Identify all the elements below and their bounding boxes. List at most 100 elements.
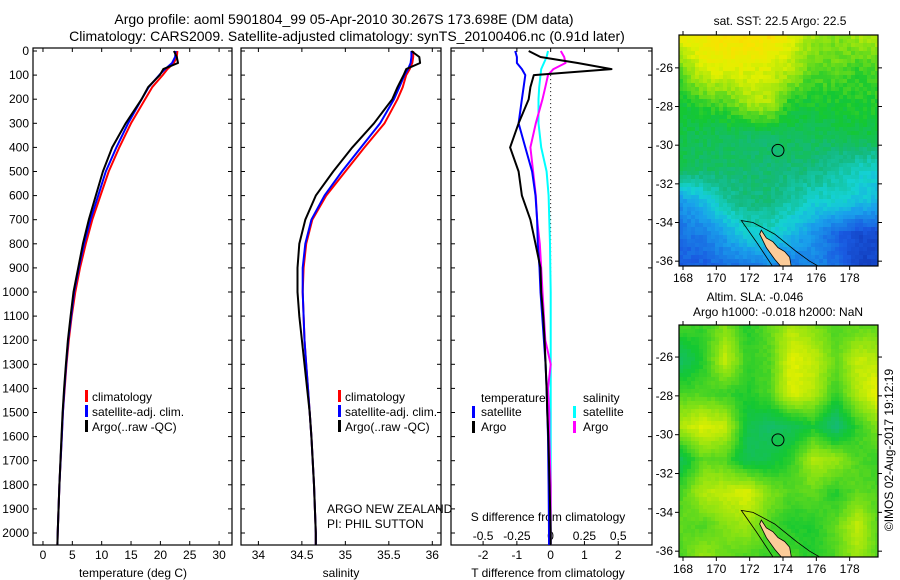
lat-tick-label: -36	[656, 254, 674, 268]
temperature-axes-frame	[32, 47, 233, 546]
y-tick-label: 600	[9, 189, 29, 203]
legend-marker-satellite	[338, 405, 341, 417]
legend-marker-satellite	[85, 405, 88, 417]
land-layer	[740, 509, 821, 557]
lon-tick-label: 172	[740, 271, 760, 285]
y-tick-label: 1700	[2, 454, 29, 468]
lat-tick-label: -30	[656, 138, 674, 152]
lon-tick-label: 172	[740, 562, 760, 576]
sst_map-overlay: 168 170 172 174 176 178 -26 -28 -30 -32 -34 -36	[656, 31, 882, 285]
y-tick-label: 100	[9, 68, 29, 82]
y-tick-label: 700	[9, 213, 29, 227]
x-tick-label: 20	[154, 548, 168, 562]
bathymetry-contour	[740, 220, 819, 266]
legend-label: satellite	[583, 405, 624, 419]
salinity-legend: climatology satellite-adj. clim. Argo(..…	[338, 390, 437, 434]
s-tick-label: -0.25	[503, 529, 531, 543]
y-tick-label: 1800	[2, 478, 29, 492]
argo-position-marker	[771, 433, 785, 447]
sst_map-frame	[678, 34, 879, 267]
y-tick-label: 500	[9, 165, 29, 179]
legend-marker-climatology	[338, 390, 341, 402]
lat-tick-label: -28	[656, 389, 674, 403]
legend-marker-t-satellite	[472, 406, 475, 418]
y-tick-label: 0	[22, 44, 29, 58]
sla-map-subtitle: Argo h1000: -0.018 h2000: NaN	[693, 305, 863, 319]
x-tick-label: 10	[95, 548, 109, 562]
x-tick-label: 35	[339, 548, 353, 562]
lon-tick-label: 170	[706, 562, 726, 576]
x-tick-label: 15	[124, 548, 138, 562]
x-tick-label: 34	[252, 548, 266, 562]
x-tick-label: 1	[581, 548, 588, 562]
project-annotation: ARGO NEW ZEALAND	[327, 502, 453, 516]
x-tick-label: 0	[40, 548, 47, 562]
lon-tick-label: 168	[673, 271, 693, 285]
y-tick-label: 1200	[2, 333, 29, 347]
sla_map-frame	[678, 324, 879, 558]
legend-label: satellite-adj. clim.	[92, 405, 184, 419]
sla-map-title: Altim. SLA: -0.046	[707, 290, 804, 304]
legend-marker-argo	[85, 420, 88, 432]
s-tick-label: 0.5	[610, 529, 627, 543]
salinity-series-argo-raw-qc-	[296, 50, 422, 545]
salinity-series-climatology	[301, 51, 415, 545]
y-tick-label: 800	[9, 237, 29, 251]
legend-label: satellite	[481, 405, 522, 419]
y-tick-label: 300	[9, 116, 29, 130]
lon-tick-label: 170	[706, 271, 726, 285]
lon-tick-label: 176	[806, 562, 826, 576]
argo-position-marker	[771, 143, 785, 157]
s-tick-label: -0.5	[473, 529, 494, 543]
lat-tick-label: -32	[656, 177, 674, 191]
temperature-panel: 0 5 10 15 20 25 300100200300400500600700800900…	[2, 44, 233, 562]
sst-map-image	[679, 35, 878, 266]
y-tick-label: 1500	[2, 406, 29, 420]
legend-heading-temperature: temperature	[481, 391, 546, 405]
imos-watermark: ©IMOS 02-Aug-2017 19:12:19	[882, 369, 896, 532]
lon-tick-label: 174	[773, 562, 793, 576]
new-zealand-land	[759, 229, 792, 266]
difference-series-t-argo	[509, 50, 613, 545]
sla-map-image	[679, 325, 878, 557]
lat-tick-label: -34	[656, 216, 674, 230]
lon-tick-label: 178	[840, 271, 860, 285]
x-tick-label: -2	[478, 548, 489, 562]
lat-tick-label: -34	[656, 505, 674, 519]
difference-xlabel: T difference from climatology	[471, 566, 625, 580]
y-tick-label: 900	[9, 261, 29, 275]
sla_map-overlay: 168 170 172 174 176 178 -26 -28 -30 -32 -34 -36	[656, 321, 882, 576]
salinity-axes-frame	[240, 47, 442, 546]
legend-marker-climatology	[85, 390, 88, 402]
s-tick-label: 0.25	[573, 529, 597, 543]
x-tick-label: 35.5	[377, 548, 401, 562]
salinity-xlabel: salinity	[323, 566, 360, 580]
legend-label: climatology	[345, 390, 405, 404]
y-tick-label: 1300	[2, 357, 29, 371]
y-tick-label: 1100	[3, 309, 29, 323]
salinity-series-satellite-adj-clim-	[301, 51, 413, 545]
x-tick-label: 36	[426, 548, 440, 562]
legend-label: Argo(..raw -QC)	[92, 420, 177, 434]
figure-title-line1: Argo profile: aoml 5901804_99 05-Apr-201…	[114, 11, 573, 27]
legend-label: climatology	[92, 390, 152, 404]
lon-tick-label: 176	[806, 271, 826, 285]
lat-tick-label: -32	[656, 467, 674, 481]
temperature-legend: climatology satellite-adj. clim. Argo(..…	[85, 390, 184, 434]
legend-marker-t-argo	[472, 421, 475, 433]
x-tick-label: 34.5	[290, 548, 314, 562]
legend-label: Argo(..raw -QC)	[345, 420, 430, 434]
lat-tick-label: -30	[656, 428, 674, 442]
y-tick-label: 1900	[2, 502, 29, 516]
y-tick-label: 400	[9, 140, 29, 154]
lon-tick-label: 168	[673, 562, 693, 576]
y-tick-label: 2000	[2, 526, 29, 540]
y-tick-label: 200	[9, 92, 29, 106]
difference-panel: -2 -1 0 1 2-0.5 -0.25 0 0.25 0.5	[450, 47, 653, 562]
lat-tick-label: -26	[656, 61, 674, 75]
legend-marker-s-satellite	[573, 406, 576, 418]
pi-annotation: PI: PHIL SUTTON	[327, 517, 424, 531]
temperature-series-climatology	[56, 50, 179, 546]
land-layer	[740, 220, 819, 266]
